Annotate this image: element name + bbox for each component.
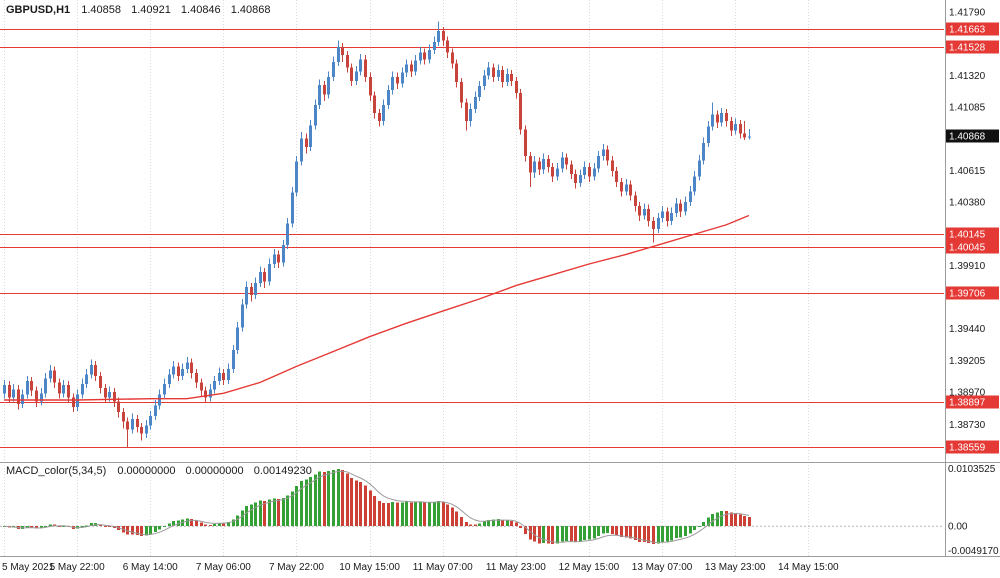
time-tick-label: 7 May 22:00 xyxy=(269,562,324,573)
price-tick-label: 1.40380 xyxy=(949,198,986,209)
level-price-badge: 1.38897 xyxy=(946,395,999,409)
level-price-badge: 1.41528 xyxy=(946,40,999,54)
chart-title: GBPUSD,H1 1.40858 1.40921 1.40846 1.4086… xyxy=(6,4,278,16)
svg-text:1.40045: 1.40045 xyxy=(949,243,986,254)
level-price-badge: 1.40145 xyxy=(946,227,999,241)
svg-text:1.38559: 1.38559 xyxy=(949,443,986,454)
time-tick-label: 10 May 15:00 xyxy=(339,562,400,573)
time-tick-label: 11 May 23:00 xyxy=(486,562,546,573)
time-tick-label: 5 May 22:00 xyxy=(50,562,105,573)
price-level-lines[interactable] xyxy=(0,29,944,448)
svg-text:1.40145: 1.40145 xyxy=(949,230,986,241)
svg-text:1.39706: 1.39706 xyxy=(949,289,986,300)
level-price-badge: 1.41663 xyxy=(946,22,999,36)
price-tick-label: 1.40615 xyxy=(949,166,986,177)
bar-low-value: 1.40846 xyxy=(180,4,221,16)
candlesticks xyxy=(3,21,751,448)
time-tick-label: 7 May 06:00 xyxy=(196,562,251,573)
indicator-name-label: MACD_color(5,34,5) xyxy=(6,465,107,477)
indicator-value-1: 0.00000000 xyxy=(117,465,176,477)
macd-signal-line xyxy=(3,470,749,544)
price-tick-label: 1.39910 xyxy=(949,261,986,272)
time-tick-label: 13 May 07:00 xyxy=(632,562,693,573)
price-tick-label: 1.39440 xyxy=(949,324,986,335)
svg-text:1.41663: 1.41663 xyxy=(949,25,986,36)
level-price-badge: 1.38559 xyxy=(946,440,999,454)
moving-average-line[interactable] xyxy=(4,214,750,401)
svg-text:1.38897: 1.38897 xyxy=(949,398,986,409)
svg-text:1.41528: 1.41528 xyxy=(949,43,986,54)
level-price-badge: 1.39706 xyxy=(946,286,999,300)
time-tick-label: 12 May 15:00 xyxy=(559,562,620,573)
price-tick-label: 1.41320 xyxy=(949,71,986,82)
macd-histogram xyxy=(3,469,751,545)
level-price-badge: 1.40045 xyxy=(946,240,999,254)
indicator-title: MACD_color(5,34,5) 0.00000000 0.00000000… xyxy=(6,465,319,477)
macd-max-label: 0.0103525 xyxy=(948,464,996,475)
bar-open-value: 1.40858 xyxy=(81,4,122,16)
indicator-value-2: 0.00000000 xyxy=(185,465,244,477)
price-tick-label: 1.39205 xyxy=(949,356,986,367)
price-tick-label: 1.38970 xyxy=(949,387,986,398)
macd-axis: 0.0103525 0.00 -0.0049170 xyxy=(948,464,999,557)
macd-zero-label: 0.00 xyxy=(948,522,968,533)
price-tick-label: 1.41790 xyxy=(949,8,986,19)
price-tick-label: 1.38730 xyxy=(949,420,986,431)
time-tick-label: 5 May 2021 xyxy=(2,562,55,573)
symbol-period-label: GBPUSD,H1 xyxy=(6,4,71,16)
price-tick-label: 1.41085 xyxy=(949,103,986,114)
current-price-badge: 1.40868 xyxy=(946,129,999,143)
indicator-value-3: 0.00149230 xyxy=(253,465,312,477)
bar-close-value: 1.40868 xyxy=(230,4,271,16)
bar-high-value: 1.40921 xyxy=(131,4,171,16)
time-tick-label: 14 May 15:00 xyxy=(778,562,839,573)
time-tick-label: 13 May 23:00 xyxy=(705,562,766,573)
macd-min-label: -0.0049170 xyxy=(948,546,999,557)
svg-text:1.40868: 1.40868 xyxy=(949,132,986,143)
time-tick-label: 6 May 14:00 xyxy=(123,562,178,573)
time-tick-label: 11 May 07:00 xyxy=(413,562,473,573)
price-axis[interactable]: 1.41790 1.41320 1.41085 1.40615 1.40380 1.399… xyxy=(949,8,986,431)
